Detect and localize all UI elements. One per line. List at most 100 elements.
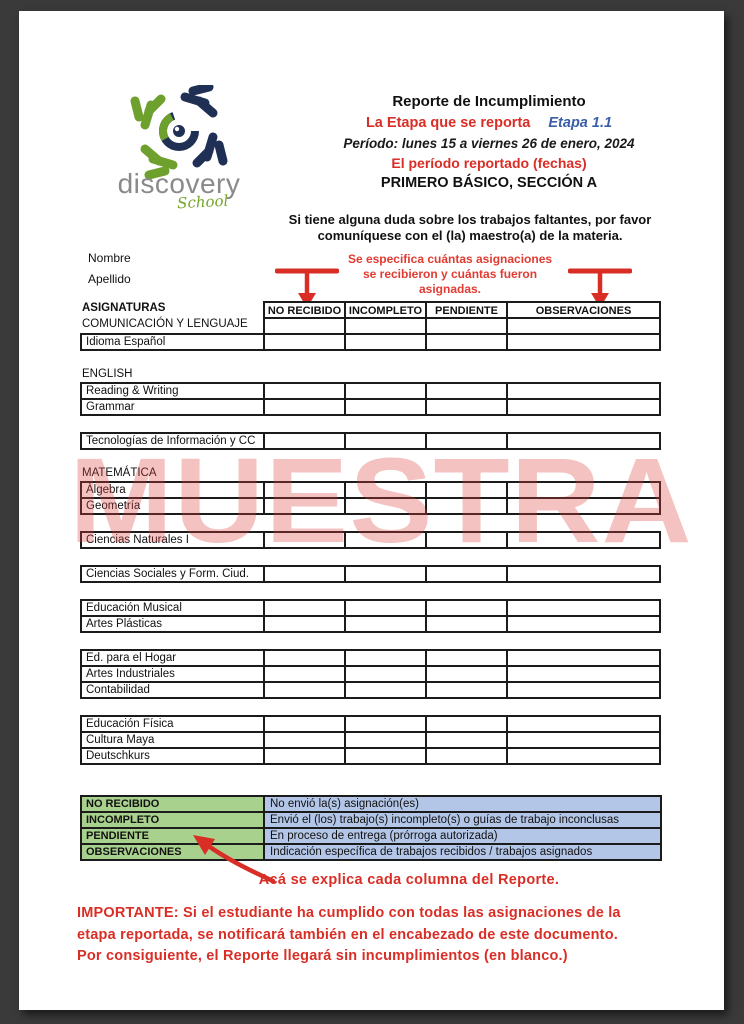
subject-row: Geometría <box>80 497 662 515</box>
subject-label: Educación Musical <box>80 599 265 617</box>
assignments-annotation: Se especifica cuántas asignaciones se rec… <box>300 252 600 297</box>
table-group: ASIGNATURAS NO RECIBIDO INCOMPLETO PENDIENT… <box>80 301 662 351</box>
subjects-table: ASIGNATURAS NO RECIBIDO INCOMPLETO PENDIENT… <box>80 301 662 781</box>
entry-cell <box>263 565 346 583</box>
subject-row: Artes Plásticas <box>80 615 662 633</box>
surname-label: Apellido <box>88 272 131 286</box>
subject-row: Ciencias Naturales I <box>80 531 662 549</box>
legend-pointer-arrow-icon <box>193 835 276 884</box>
subject-label: Ciencias Naturales I <box>80 531 265 549</box>
entry-cell <box>506 565 661 583</box>
subject-row: Idioma Español <box>80 333 662 351</box>
entry-cell <box>506 747 661 765</box>
entry-cell <box>263 432 346 450</box>
entry-cell <box>425 615 508 633</box>
subject-row: Contabilidad <box>80 681 662 699</box>
report-title: Reporte de Incumplimiento <box>392 93 586 110</box>
entry-cell <box>344 432 427 450</box>
entry-cell <box>263 681 346 699</box>
stage-label: La Etapa que se reporta <box>365 115 531 131</box>
subject-row: Deutschkurs <box>80 747 662 765</box>
subject-label: Grammar <box>80 398 265 416</box>
down-arrow-annotation-icon <box>275 268 339 308</box>
subject-label: Geometría <box>80 497 265 515</box>
subject-row: Educación Musical <box>80 599 662 617</box>
entry-cell <box>263 333 346 351</box>
subject-label: Contabilidad <box>80 681 265 699</box>
entry-cell <box>344 398 427 416</box>
legend-description: Envió el (los) trabajo(s) incompleto(s) … <box>263 811 662 829</box>
subject-row: Educación Física <box>80 715 662 733</box>
legend-row: INCOMPLETO Envió el (los) trabajo(s) inco… <box>80 811 662 829</box>
subject-row: Grammar <box>80 398 662 416</box>
subject-row: Ed. para el Hogar <box>80 649 662 667</box>
entry-cell <box>506 398 661 416</box>
subject-row: Reading & Writing <box>80 382 662 400</box>
entry-cell <box>425 531 508 549</box>
text-line: asignadas. <box>418 282 482 296</box>
entry-cell <box>506 681 661 699</box>
name-label: Nombre <box>88 251 131 265</box>
entry-cell <box>263 497 346 515</box>
stage-line: La Etapa que se reporta Etapa 1.1 <box>264 112 714 134</box>
text-line: se recibieron y cuántas fueron <box>362 267 538 281</box>
subject-row: Ciencias Sociales y Form. Ciud. <box>80 565 662 583</box>
discovery-school-logo-icon: discovery School <box>118 82 241 212</box>
subject-label: Ed. para el Hogar <box>80 649 265 667</box>
entry-cell <box>506 497 661 515</box>
logo-wordmark: discovery <box>118 168 241 199</box>
subject-label: Artes Plásticas <box>80 615 265 633</box>
entry-cell <box>263 531 346 549</box>
text-line: IMPORTANTE: Si el estudiante ha cumplido… <box>77 905 621 921</box>
down-arrow-annotation-icon <box>568 268 632 308</box>
entry-cell <box>344 531 427 549</box>
text-line: comuníquese con el (la) maestro(a) de la… <box>317 228 623 243</box>
entry-cell <box>506 432 661 450</box>
subject-row: Tecnologías de Información y CC <box>80 432 662 450</box>
table-group: Ed. para el Hogar Artes Industriales Conta… <box>80 649 662 699</box>
legend-table: NO RECIBIDO No envió la(s) asignación(es)… <box>80 795 662 861</box>
entry-cell <box>344 681 427 699</box>
entry-cell <box>506 531 661 549</box>
entry-cell <box>344 565 427 583</box>
entry-cell <box>425 432 508 450</box>
subject-label: COMUNICACIÓN Y LENGUAJE <box>82 318 248 330</box>
period-note: El período reportado (fechas) <box>391 155 587 171</box>
entry-cell <box>425 565 508 583</box>
entry-cell <box>425 333 508 351</box>
section-label: ENGLISH <box>82 368 133 380</box>
text-line: Se especifica cuántas asignaciones <box>347 252 553 266</box>
table-group: ENGLISH Reading & Writing Grammar <box>80 367 662 416</box>
report-header: Reporte de Incumplimiento La Etapa que s… <box>264 91 714 193</box>
subject-row: Artes Industriales <box>80 665 662 683</box>
legend-annotation: Acá se explica cada columna del Reporte. <box>258 872 560 888</box>
table-group: Ciencias Naturales I <box>80 531 662 549</box>
stage-value: Etapa 1.1 <box>548 115 613 131</box>
legend-row: NO RECIBIDO No envió la(s) asignación(es) <box>80 795 662 813</box>
subject-label: Idioma Español <box>80 333 265 351</box>
entry-cell <box>506 333 661 351</box>
legend-row: OBSERVACIONES Indicación específica de tr… <box>80 843 662 861</box>
period-line: Período: lunes 15 a viernes 26 de enero,… <box>343 136 635 151</box>
entry-cell <box>344 615 427 633</box>
entry-cell <box>344 333 427 351</box>
text-line: etapa reportada, se notificará también e… <box>77 926 618 943</box>
entry-cell <box>263 398 346 416</box>
entry-cell <box>506 615 661 633</box>
school-logo: discovery School <box>99 82 259 213</box>
contact-notice: Si tiene alguna duda sobre los trabajos … <box>270 212 670 244</box>
subject-label: Ciencias Sociales y Form. Ciud. <box>80 565 265 583</box>
table-group: Educación Física Cultura Maya Deutschkurs <box>80 715 662 765</box>
entry-cell <box>344 747 427 765</box>
table-group: MATEMÁTICA Álgebra Geometría <box>80 466 662 515</box>
subject-label: Deutschkurs <box>80 747 265 765</box>
section-label: MATEMÁTICA <box>82 467 157 479</box>
text-line: Por consiguiente, el Reporte llegará sin… <box>77 948 568 964</box>
entry-cell <box>425 747 508 765</box>
entry-cell <box>425 398 508 416</box>
legend-term: OBSERVACIONES <box>80 843 265 861</box>
table-group: Ciencias Sociales y Form. Ciud. <box>80 565 662 583</box>
subject-label: Tecnologías de Información y CC <box>80 432 265 450</box>
legend-description: Indicación específica de trabajos recibi… <box>263 843 662 861</box>
important-note: IMPORTANTE: Si el estudiante ha cumplido… <box>77 903 697 968</box>
